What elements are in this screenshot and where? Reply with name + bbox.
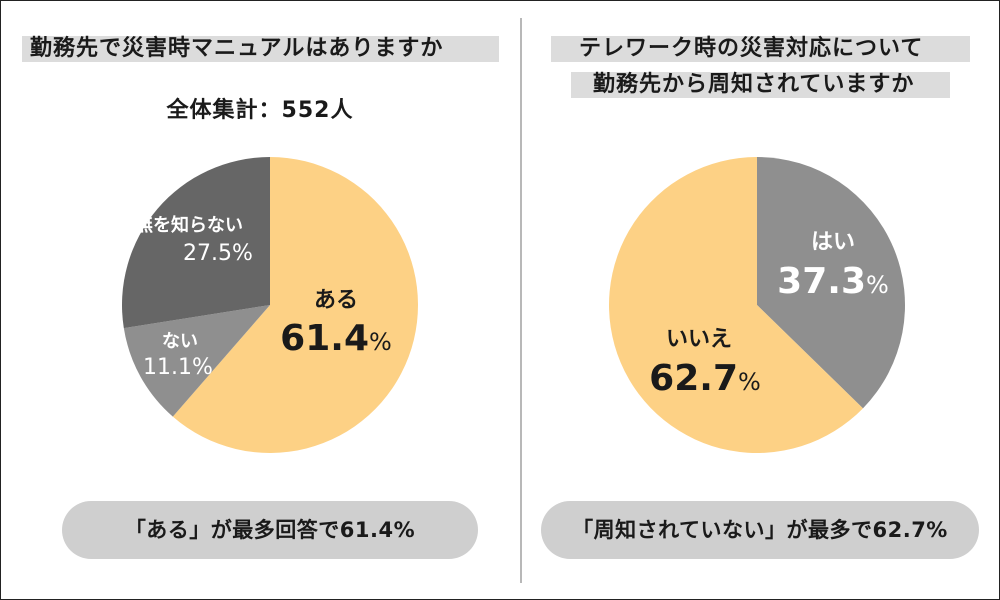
right-title-line1: テレワーク時の災害対応について xyxy=(579,36,924,61)
left-subtitle: 全体集計：552人 xyxy=(166,98,354,123)
pie-slice-2 xyxy=(121,157,270,329)
pie-slice-0 xyxy=(172,157,419,453)
pie-slice-1 xyxy=(609,157,863,453)
pie-slice-0 xyxy=(757,157,905,409)
pie-slice-value: 61.4% xyxy=(280,318,392,359)
pie-slice-label: はい xyxy=(811,230,855,255)
pie-slice-label: ない xyxy=(162,331,198,352)
right-title-bar-1: テレワーク時の災害対応について xyxy=(551,36,970,62)
left-title: 勤務先で災害時マニュアルはありますか xyxy=(30,36,444,61)
pie-slice-label: ある xyxy=(314,288,358,313)
right-summary-pill: 「周知されていない」が最多で62.7% xyxy=(541,501,979,559)
pie-chart-manual: ある 61.4% ない 11.1% 有無を知らない 27.5% xyxy=(117,157,419,453)
pie-slice-label: いいえ xyxy=(666,327,732,352)
right-title-bar-2: 勤務先から周知されていますか xyxy=(571,72,950,98)
pie-slice-label: 有無を知らない xyxy=(117,214,243,236)
pie-slice-value: 27.5% xyxy=(183,241,253,266)
left-summary-text: 「ある」が最多回答で61.4% xyxy=(124,518,416,542)
left-summary-pill: 「ある」が最多回答で61.4% xyxy=(62,501,478,559)
right-summary-text: 「周知されていない」が最多で62.7% xyxy=(572,518,948,542)
pie-slice-value: 62.7% xyxy=(649,358,761,399)
right-title-line2: 勤務先から周知されていますか xyxy=(593,72,915,97)
pie-slice-value: 11.1% xyxy=(143,355,213,380)
left-title-bar: 勤務先で災害時マニュアルはありますか xyxy=(22,36,499,62)
panel-divider xyxy=(520,18,522,583)
pie-slice-value: 37.3% xyxy=(777,261,889,302)
pie-slice-1 xyxy=(123,305,270,417)
pie-chart-telework: はい 37.3% いいえ 62.7% xyxy=(609,157,905,453)
